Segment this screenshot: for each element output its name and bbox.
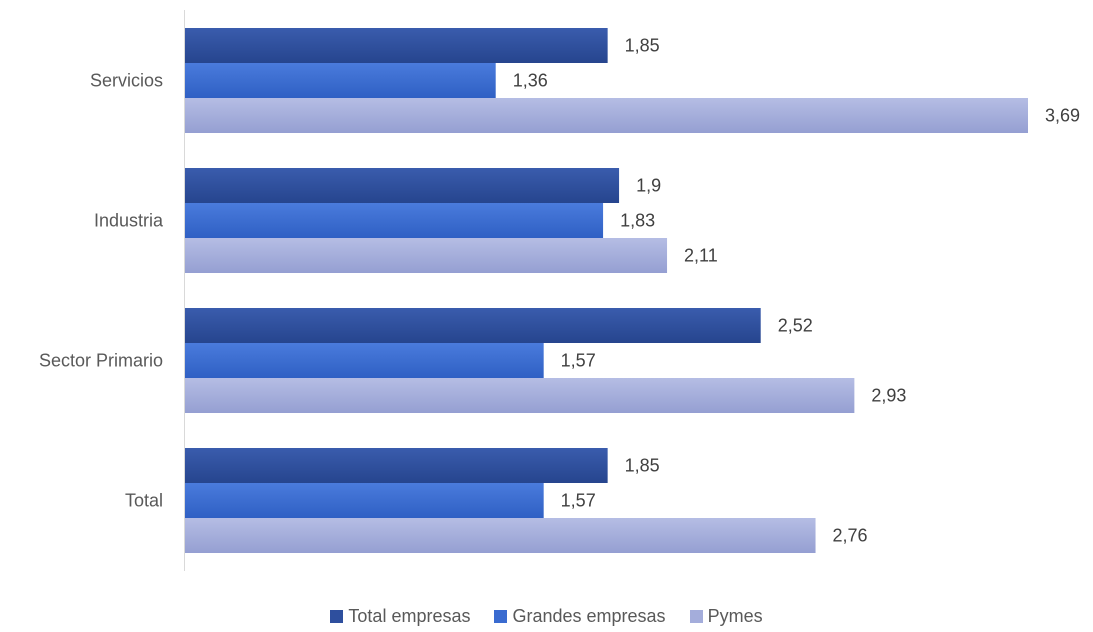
- bar-industria-grandes-empresas: [185, 203, 603, 238]
- category-label-sector-primario: Sector Primario: [39, 351, 163, 371]
- legend-label-grandes-empresas: Grandes empresas: [512, 606, 665, 627]
- data-label-sector-primario-pymes: 2,93: [871, 386, 906, 406]
- data-label-servicios-pymes: 3,69: [1045, 106, 1080, 126]
- category-label-servicios: Servicios: [90, 71, 163, 91]
- data-label-total-grandes-empresas: 1,57: [561, 491, 596, 511]
- data-label-industria-total-empresas: 1,9: [636, 176, 661, 196]
- data-label-total-pymes: 2,76: [833, 526, 868, 546]
- bar-industria-pymes: [185, 238, 667, 273]
- data-label-servicios-total-empresas: 1,85: [625, 36, 660, 56]
- category-label-industria: Industria: [94, 211, 164, 231]
- bar-total-total-empresas: [185, 448, 608, 483]
- legend-swatch-pymes: [690, 610, 703, 623]
- data-label-industria-pymes: 2,11: [684, 246, 718, 266]
- legend: Total empresas Grandes empresas Pymes: [0, 606, 1093, 627]
- bar-sector-primario-grandes-empresas: [185, 343, 544, 378]
- legend-label-pymes: Pymes: [708, 606, 763, 627]
- category-label-total: Total: [125, 491, 163, 511]
- data-label-servicios-grandes-empresas: 1,36: [513, 71, 548, 91]
- bar-total-pymes: [185, 518, 816, 553]
- bar-sector-primario-pymes: [185, 378, 854, 413]
- bar-servicios-total-empresas: [185, 28, 608, 63]
- data-label-total-total-empresas: 1,85: [625, 456, 660, 476]
- bar-industria-total-empresas: [185, 168, 619, 203]
- bar-servicios-pymes: [185, 98, 1028, 133]
- legend-item-pymes: Pymes: [690, 606, 763, 627]
- legend-item-grandes-empresas: Grandes empresas: [494, 606, 665, 627]
- legend-swatch-total-empresas: [330, 610, 343, 623]
- legend-swatch-grandes-empresas: [494, 610, 507, 623]
- legend-label-total-empresas: Total empresas: [348, 606, 470, 627]
- data-label-sector-primario-total-empresas: 2,52: [778, 316, 813, 336]
- bar-sector-primario-total-empresas: [185, 308, 761, 343]
- data-label-sector-primario-grandes-empresas: 1,57: [561, 351, 596, 371]
- bar-total-grandes-empresas: [185, 483, 544, 518]
- bar-servicios-grandes-empresas: [185, 63, 496, 98]
- legend-item-total-empresas: Total empresas: [330, 606, 470, 627]
- data-label-industria-grandes-empresas: 1,83: [620, 211, 655, 231]
